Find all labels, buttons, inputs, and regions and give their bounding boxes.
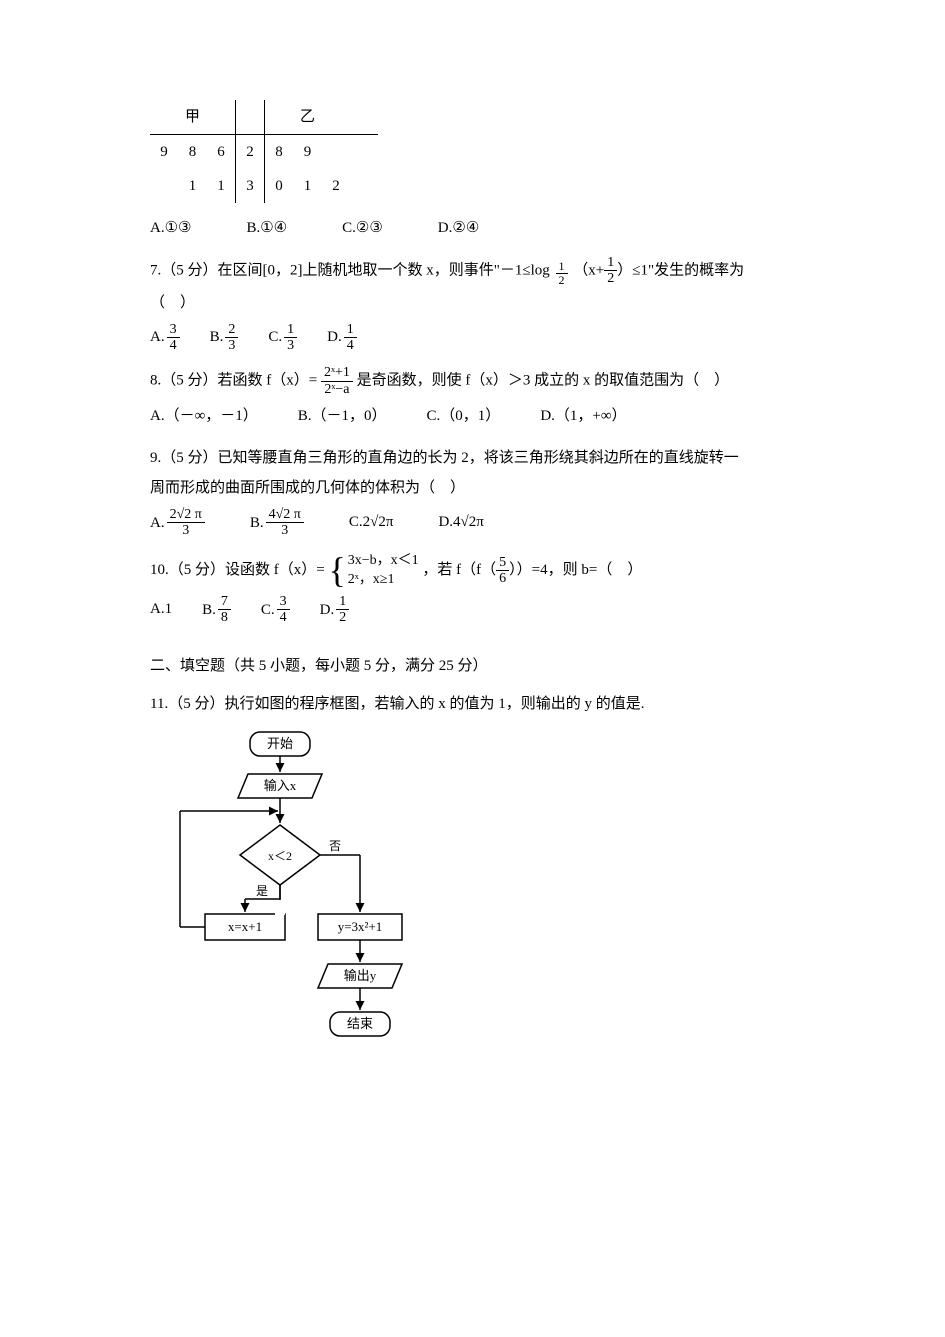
q9-choices: A. 2√2 π3 B. 4√2 π3 C.2√2π D.4√2π — [150, 507, 795, 539]
sl-cell: 9 — [150, 135, 178, 170]
fc-end: 结束 — [347, 1016, 373, 1031]
choice-c: C. 13 — [268, 322, 297, 354]
sl-cell: 0 — [265, 169, 294, 203]
question-11: 11.（5 分）执行如图的程序框图，若输入的 x 的值为 1，则输出的 y 的值… — [150, 689, 795, 1068]
sl-cell — [350, 169, 378, 203]
choice-a: A.1 — [150, 594, 172, 626]
q10-prefix: 10.（5 分）设函数 f（x）= — [150, 562, 325, 578]
left-brace-icon: { — [328, 552, 345, 588]
q7-paren: （ ） — [150, 288, 795, 318]
sl-cell — [150, 169, 178, 203]
q7-suffix: ）≤1"发生的概率为 — [617, 262, 744, 278]
sl-stem: 2 — [236, 135, 265, 170]
question-8: 8.（5 分）若函数 f（x）= 2ˣ+1 2ˣ−a 是奇函数，则使 f（x）＞… — [150, 365, 795, 431]
fc-cond: x＜2 — [268, 849, 292, 863]
choice-d: D.（1，+∞） — [540, 401, 626, 431]
q10-suffix: ））=4，则 b=（ ） — [509, 562, 642, 578]
choice-a: A.（－∞，－1） — [150, 401, 258, 431]
choice-c: C.（0，1） — [427, 401, 501, 431]
sl-cell: 8 — [265, 135, 294, 170]
sl-cell: 8 — [178, 135, 207, 170]
q11-stem: 11.（5 分）执行如图的程序框图，若输入的 x 的值为 1，则输出的 y 的值… — [150, 689, 795, 719]
q9-line2: 周而形成的曲面所围成的几何体的体积为（ ） — [150, 473, 795, 503]
pw-row1: 3x−b，x＜1 — [348, 551, 419, 571]
choice-c: C.2√2π — [349, 507, 394, 539]
pw-row2: 2ˣ，x≥1 — [348, 570, 419, 590]
sl-header-left: 甲 — [178, 100, 207, 135]
sl-cell: 1 — [207, 169, 236, 203]
fc-start: 开始 — [267, 736, 293, 751]
piecewise-fn: { 3x−b，x＜1 2ˣ，x≥1 — [328, 551, 418, 590]
fc-yes: 是 — [256, 884, 268, 898]
question-10: 10.（5 分）设函数 f（x）= { 3x−b，x＜1 2ˣ，x≥1 ，若 f… — [150, 551, 795, 626]
fc-output: 输出y — [344, 968, 377, 983]
sl-cell: 1 — [178, 169, 207, 203]
choice-d: D.4√2π — [438, 507, 483, 539]
stem-leaf-table: 甲 乙 9 8 6 2 8 9 1 1 — [150, 100, 378, 203]
sl-cell: 6 — [207, 135, 236, 170]
q8-suffix: 是奇函数，则使 f（x）＞3 成立的 x 的取值范围为（ ） — [357, 373, 730, 389]
choice-b: B. 23 — [210, 322, 239, 354]
q7-mid: （x+ — [573, 262, 604, 278]
q10-choices: A.1 B. 78 C. 34 D. 12 — [150, 594, 795, 626]
question-7: 7.（5 分）在区间[0，2]上随机地取一个数 x，则事件"－1≤log 1 2… — [150, 255, 795, 353]
q9-line1: 9.（5 分）已知等腰直角三角形的直角边的长为 2，将该三角形绕其斜边所在的直线… — [150, 443, 795, 473]
q10-mid: ，若 f（f（ — [422, 562, 496, 578]
fc-input: 输入x — [264, 778, 297, 793]
fc-no: 否 — [329, 839, 341, 853]
q6-choices: A.①③ B.①④ C.②③ D.②④ — [150, 213, 795, 243]
choice-a: A. 2√2 π3 — [150, 507, 205, 539]
q7-arg-frac: 1 2 — [604, 255, 617, 287]
q8-frac: 2ˣ+1 2ˣ−a — [321, 365, 353, 397]
choice-b: B.（－1，0） — [298, 401, 387, 431]
exam-page: 甲 乙 9 8 6 2 8 9 1 1 — [0, 0, 945, 1138]
flowchart: 开始 输入x x＜2 是 否 x=x+1 y=3x²+1 输出y 结束 — [150, 727, 410, 1068]
choice-b: B. 4√2 π3 — [250, 507, 304, 539]
fc-assign-y: y=3x²+1 — [338, 919, 383, 934]
choice-c: C. 34 — [261, 594, 290, 626]
q10-arg-frac: 5 6 — [496, 555, 509, 587]
q8-prefix: 8.（5 分）若函数 f（x）= — [150, 373, 317, 389]
choice-c: C.②③ — [342, 213, 383, 243]
sl-cell — [322, 135, 350, 170]
choice-a: A. 34 — [150, 322, 180, 354]
choice-d: D. 14 — [327, 322, 357, 354]
flowchart-svg: 开始 输入x x＜2 是 否 x=x+1 y=3x²+1 输出y 结束 — [150, 727, 410, 1057]
q7-choices: A. 34 B. 23 C. 13 D. 14 — [150, 322, 795, 354]
choice-a: A.①③ — [150, 213, 191, 243]
choice-d: D.②④ — [438, 213, 479, 243]
sl-cell: 2 — [322, 169, 350, 203]
choice-d: D. 12 — [320, 594, 350, 626]
sl-cell: 9 — [293, 135, 322, 170]
sl-cell: 1 — [293, 169, 322, 203]
choice-b: B. 78 — [202, 594, 231, 626]
q8-choices: A.（－∞，－1） B.（－1，0） C.（0，1） D.（1，+∞） — [150, 401, 795, 431]
q7-text: 7.（5 分）在区间[0，2]上随机地取一个数 x，则事件"－1≤log — [150, 262, 550, 278]
log-base: 1 2 — [556, 260, 568, 287]
fc-assign-x: x=x+1 — [228, 919, 262, 934]
sl-cell — [350, 135, 378, 170]
stem-leaf-plot: 甲 乙 9 8 6 2 8 9 1 1 — [150, 100, 795, 203]
question-9: 9.（5 分）已知等腰直角三角形的直角边的长为 2，将该三角形绕其斜边所在的直线… — [150, 443, 795, 539]
choice-b: B.①④ — [246, 213, 287, 243]
section-2-title: 二、填空题（共 5 小题，每小题 5 分，满分 25 分） — [150, 651, 795, 681]
sl-stem: 3 — [236, 169, 265, 203]
sl-header-right: 乙 — [293, 100, 322, 135]
